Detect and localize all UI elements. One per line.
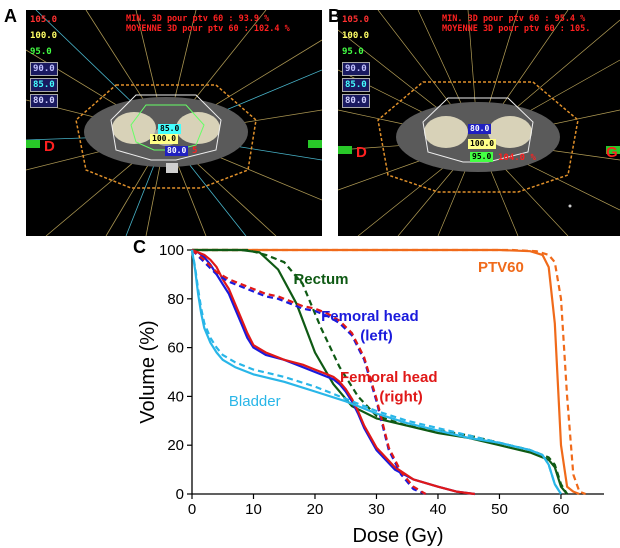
isodose-legend-a-2: 95.0	[30, 47, 52, 57]
side-letter-d-b: D	[356, 144, 367, 161]
y-tick-label: 0	[176, 486, 184, 503]
series-annotation-0: PTV60	[478, 259, 524, 276]
isodose-legend-b-2: 95.0	[342, 47, 364, 57]
series-annotation-2: Femoral head	[321, 308, 419, 325]
mean-dose-text-a: MOYENNE 3D pour ptv 60 : 102.4 %	[126, 24, 290, 34]
ct-scan-a	[26, 10, 322, 236]
isodose-legend-b-4: 85.0	[342, 78, 370, 92]
panel-c-label: C	[133, 237, 146, 257]
isodose-legend-a-0: 105.0	[30, 15, 58, 25]
isodose-label-100-a: 100.0	[150, 134, 179, 144]
isodose-legend-b-5: 80.0	[342, 94, 370, 108]
x-tick-label: 0	[188, 501, 196, 518]
y-axis-label: Volume (%)	[137, 320, 159, 423]
dvh-series-line-7	[191, 249, 427, 495]
series-annotation-5: (right)	[379, 388, 422, 405]
isodose-label-80-b: 80.0	[468, 124, 492, 134]
series-annotation-1: Rectum	[293, 271, 348, 288]
x-tick-label: 50	[491, 501, 508, 518]
series-annotation-6: Bladder	[229, 393, 281, 410]
ct-image-b: MIN. 3D pour ptv 60 : 95.4 % MOYENNE 3D …	[338, 10, 620, 236]
ct-scan-b	[338, 10, 620, 236]
isodose-label-80-a: 80.0	[165, 146, 189, 156]
dvh-series-line-3	[192, 248, 569, 495]
x-tick-label: 30	[368, 501, 385, 518]
dvh-series-line-2	[192, 248, 568, 495]
isodose-legend-b-0: 105.0	[342, 15, 370, 25]
x-tick-label: 10	[245, 501, 262, 518]
y-tick-label: 100	[159, 242, 184, 259]
isodose-label-85-a: 85.0	[158, 124, 182, 134]
isodose-legend-a-4: 85.0	[30, 78, 58, 92]
point-dose-a: 5	[192, 146, 198, 156]
panel-b-label: B	[328, 6, 341, 26]
panel-a-label: A	[4, 6, 17, 26]
side-letter-d-a: D	[44, 138, 55, 155]
y-tick-label: 60	[167, 340, 184, 357]
min-dose-text-a: MIN. 3D pour ptv 60 : 93.9 %	[126, 14, 270, 24]
dvh-series-line-4	[191, 248, 476, 496]
isodose-legend-a-5: 80.0	[30, 94, 58, 108]
side-letter-g-b: G	[606, 144, 618, 161]
dvh-series-line-5	[191, 248, 476, 496]
isodose-label-100-b: 100.0	[468, 139, 497, 149]
mean-dose-text-b: MOYENNE 3D pour ptv 60 : 105.	[442, 24, 591, 34]
y-tick-label: 80	[167, 291, 184, 308]
y-tick-label: 40	[167, 388, 184, 405]
isodose-legend-a-1: 100.0	[30, 31, 58, 41]
dvh-chart: 0 20 40 60 80 100 0 10 20 30 40 50 60 Dose (Gy) Volume…	[137, 242, 604, 547]
isodose-legend-a-3: 90.0	[30, 62, 58, 76]
x-tick-label: 20	[307, 501, 324, 518]
isodose-label-95-b: 95.0	[470, 152, 494, 162]
series-annotation-4: Femoral head	[340, 369, 438, 386]
min-dose-text-b: MIN. 3D pour ptv 60 : 95.4 %	[442, 14, 586, 24]
isodose-legend-b-1: 100.0	[342, 31, 370, 41]
isodose-legend-b-3: 90.0	[342, 62, 370, 76]
dvh-series-line-1	[192, 248, 586, 496]
point-dose-b: 104.0 %	[498, 153, 536, 163]
x-axis-label: Dose (Gy)	[352, 525, 443, 547]
y-tick-label: 20	[167, 437, 184, 454]
x-tick-label: 40	[430, 501, 447, 518]
ct-image-a: MIN. 3D pour ptv 60 : 93.9 % MOYENNE 3D …	[26, 10, 322, 236]
series-annotation-3: (left)	[360, 327, 393, 344]
x-tick-label: 60	[553, 501, 570, 518]
dvh-series-line-6	[191, 249, 427, 496]
